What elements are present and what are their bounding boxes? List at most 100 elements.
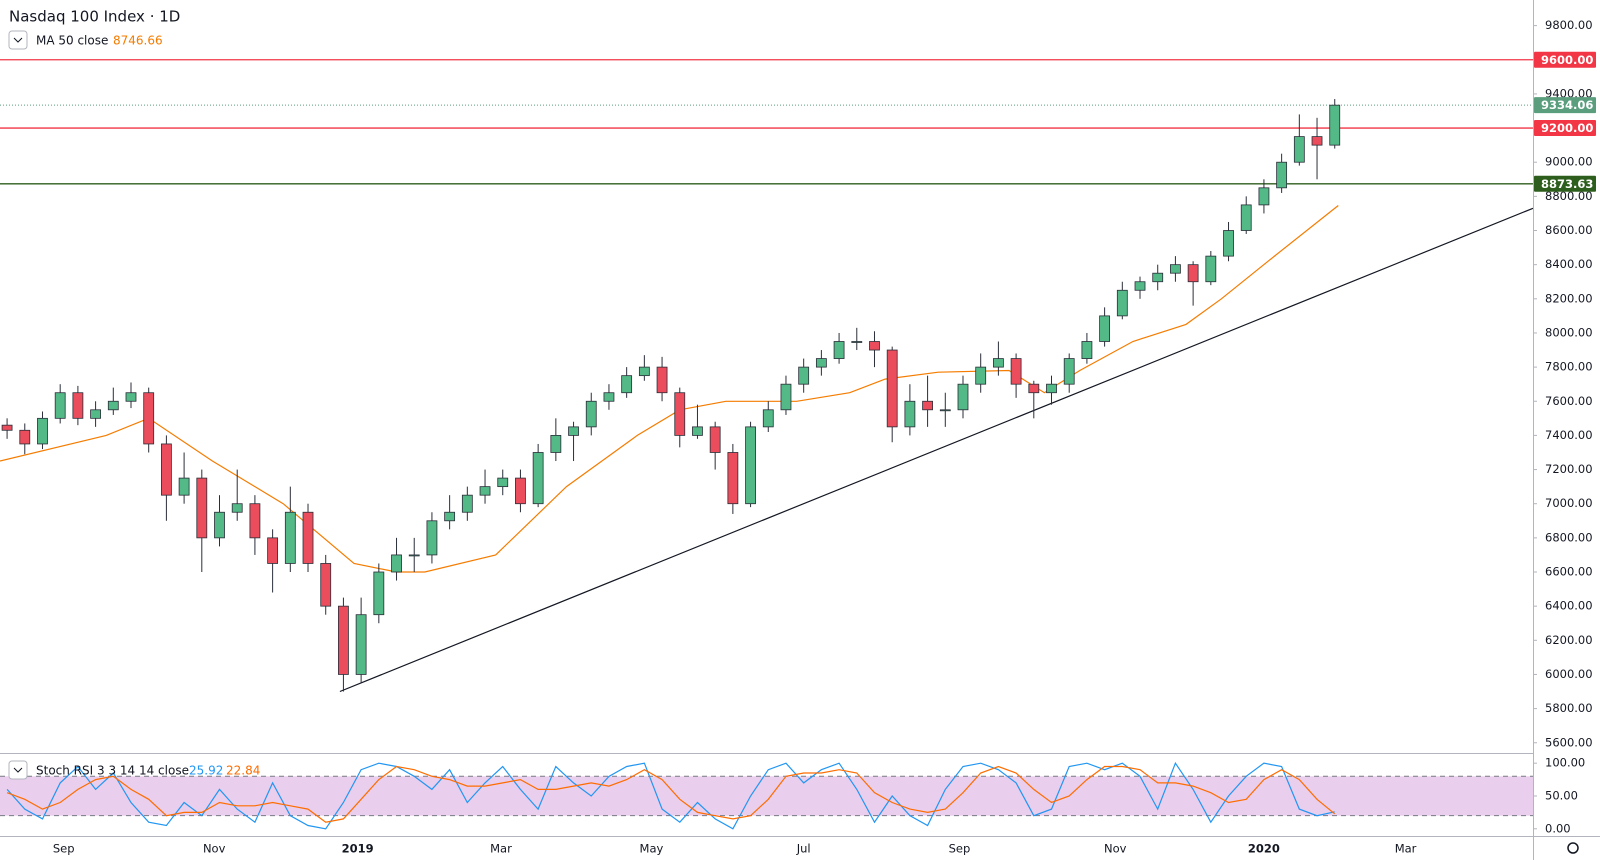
y-tick-label: 9400.00 bbox=[1545, 86, 1593, 100]
chart-title: Nasdaq 100 Index · 1D bbox=[9, 8, 180, 26]
candle-body bbox=[798, 366, 810, 385]
trendline bbox=[339, 207, 1534, 693]
candle-body bbox=[833, 341, 845, 359]
y-tick-label: 6800.00 bbox=[1545, 530, 1593, 544]
y-tick-label: 9800.00 bbox=[1545, 18, 1593, 32]
price-badge bbox=[1534, 97, 1596, 114]
x-tick-label: 2019 bbox=[342, 842, 374, 856]
candle-body bbox=[231, 503, 243, 513]
candle-body bbox=[1223, 230, 1234, 257]
candle-body bbox=[1187, 264, 1199, 283]
band-fill bbox=[0, 776, 1533, 816]
candle-body bbox=[780, 383, 792, 411]
y-tick-label: 100.00 bbox=[1545, 756, 1585, 770]
candle-body bbox=[143, 392, 155, 445]
candle-body bbox=[904, 400, 916, 428]
candle-body bbox=[975, 366, 987, 385]
y-tick-label: 8000.00 bbox=[1545, 325, 1593, 339]
candle-body bbox=[709, 426, 721, 453]
stoch-k-value: 25.92 bbox=[189, 764, 223, 778]
candle-body bbox=[444, 511, 456, 522]
candle-body bbox=[869, 341, 880, 351]
candle-body bbox=[408, 554, 420, 557]
candle-body bbox=[1, 424, 13, 431]
chevron-icon bbox=[13, 37, 23, 43]
x-tick-label: Sep bbox=[53, 842, 75, 856]
candle-body bbox=[267, 537, 279, 564]
x-tick-label: Jul bbox=[796, 842, 811, 856]
legend-toggle[interactable] bbox=[8, 760, 28, 780]
candle-body bbox=[656, 366, 668, 394]
y-tick-label: 7200.00 bbox=[1545, 462, 1593, 476]
candle-body bbox=[284, 511, 296, 564]
candle-body bbox=[338, 605, 349, 675]
y-tick-label: 5600.00 bbox=[1545, 735, 1593, 749]
candle-body bbox=[160, 443, 172, 496]
candle-body bbox=[1329, 104, 1341, 146]
candle-body bbox=[1063, 358, 1075, 385]
candle-body bbox=[674, 392, 686, 436]
candle-body bbox=[479, 486, 491, 496]
candle-body bbox=[302, 511, 314, 564]
y-tick-label: 0.00 bbox=[1545, 821, 1571, 835]
candle-body bbox=[1293, 136, 1305, 163]
ma-legend-name: MA 50 close bbox=[36, 34, 108, 48]
y-tick-label: 8800.00 bbox=[1545, 189, 1593, 203]
candle-body bbox=[638, 366, 650, 377]
price-badge-label: 9200.00 bbox=[1541, 121, 1593, 135]
candle-body bbox=[1099, 315, 1111, 342]
candle-body bbox=[851, 341, 863, 343]
price-badge bbox=[1534, 51, 1596, 68]
candle-body bbox=[1205, 255, 1217, 283]
candle-body bbox=[727, 452, 739, 505]
candle-body bbox=[762, 409, 774, 428]
candle-body bbox=[1240, 204, 1252, 231]
plot-layer: Sep Nov 2019 Mar May Jul Sep Nov 2020 Mar bbox=[0, 59, 1534, 856]
candle-body bbox=[90, 409, 101, 419]
chevron-icon bbox=[13, 767, 23, 773]
y-tick-label: 5800.00 bbox=[1545, 701, 1593, 715]
candle-body bbox=[497, 477, 509, 488]
legend-toggle[interactable] bbox=[8, 30, 28, 50]
price-badge-label: 9600.00 bbox=[1541, 53, 1593, 67]
x-tick-label: Mar bbox=[490, 842, 512, 856]
candle-body bbox=[19, 429, 31, 445]
y-tick-label: 6400.00 bbox=[1545, 599, 1593, 613]
y-tick-label: 50.00 bbox=[1545, 788, 1578, 802]
y-tick-label: 6000.00 bbox=[1545, 667, 1593, 681]
candle-body bbox=[1028, 383, 1040, 394]
candle-body bbox=[214, 511, 225, 539]
candle-body bbox=[391, 554, 402, 573]
candle-body bbox=[125, 392, 137, 402]
y-tick-label: 6600.00 bbox=[1545, 565, 1593, 579]
x-tick-label: Sep bbox=[949, 842, 971, 856]
candle-body bbox=[72, 392, 84, 419]
stoch-legend-name: Stoch RSI 3 3 14 14 close bbox=[36, 764, 189, 778]
ma-legend-value: 8746.66 bbox=[113, 34, 163, 48]
candle-body bbox=[1046, 383, 1057, 394]
y-tick-label: 8200.00 bbox=[1545, 291, 1593, 305]
candle-body bbox=[1116, 289, 1128, 317]
y-tick-label: 8400.00 bbox=[1545, 257, 1593, 271]
x-tick-label: Mar bbox=[1395, 842, 1417, 856]
ma-line bbox=[0, 205, 1339, 573]
price-badge bbox=[1534, 120, 1596, 137]
candle-body bbox=[939, 409, 951, 412]
settings-icon[interactable] bbox=[1567, 842, 1579, 854]
candle-body bbox=[107, 400, 119, 411]
candle-body bbox=[585, 400, 597, 428]
candle-body bbox=[532, 452, 544, 505]
candle-body bbox=[815, 358, 827, 368]
candle-body bbox=[1010, 358, 1022, 385]
y-tick-label: 7400.00 bbox=[1545, 428, 1593, 442]
y-tick-label: 7600.00 bbox=[1545, 394, 1593, 408]
price-badge bbox=[1534, 175, 1596, 192]
x-tick-label: May bbox=[640, 842, 664, 856]
candle-body bbox=[1258, 187, 1270, 206]
candle-body bbox=[1170, 264, 1181, 274]
y-tick-label: 7800.00 bbox=[1545, 360, 1593, 374]
y-tick-label: 8600.00 bbox=[1545, 223, 1593, 237]
